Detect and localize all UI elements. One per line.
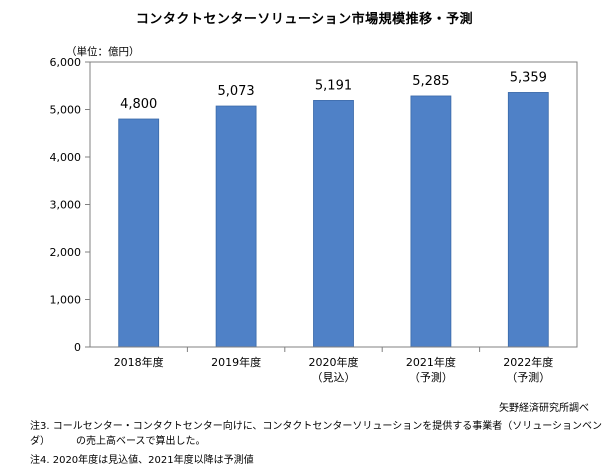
- chart-title: コンタクトセンターソリューション市場規模推移・予測: [135, 12, 474, 27]
- y-tick-label: 0: [74, 341, 81, 354]
- y-tick-label: 3,000: [50, 199, 82, 212]
- note-3-continued: の売上高ベースで算出した。: [76, 436, 206, 447]
- x-tick-label: 2022年度: [503, 355, 553, 369]
- y-tick-label: 6,000: [50, 56, 82, 69]
- bar: [118, 118, 160, 348]
- data-label: 5,359: [510, 70, 547, 85]
- unit-label: （単位：億円）: [66, 46, 140, 58]
- bars: [118, 92, 549, 348]
- note-4: 注4. 2020年度は見込値、2021年度以降は予測値: [30, 455, 254, 466]
- data-label: 5,073: [217, 84, 254, 99]
- x-tick-sublabel: （予測）: [409, 370, 453, 384]
- y-tick-label: 5,000: [50, 104, 82, 117]
- note-3: 注3. コールセンター・コンタクトセンター向けに、コンタクトセンターソリューショ…: [30, 421, 603, 447]
- data-label: 5,191: [315, 78, 352, 93]
- x-tick-label: 2020年度: [309, 355, 359, 369]
- source-note: 矢野経済研究所調べ: [499, 403, 589, 414]
- value-labels: 4,800 5,073 5,191 5,285 5,359: [120, 70, 547, 112]
- plot-frame: [89, 61, 578, 348]
- y-axis-ticks: 0 1,000 2,000 3,000 4,000 5,000 6,000: [50, 56, 90, 354]
- bar: [215, 105, 257, 348]
- y-tick-label: 2,000: [50, 246, 82, 259]
- bar-chart: 0 1,000 2,000 3,000 4,000 5,000 6,000 4,800 5,0…: [50, 56, 578, 384]
- x-tick-sublabel: （見込）: [312, 371, 356, 384]
- x-tick-sublabel: （予測）: [506, 370, 550, 384]
- y-tick-label: 4,000: [50, 151, 82, 164]
- bar: [507, 92, 549, 348]
- x-tick-label: 2019年度: [211, 355, 261, 369]
- y-tick-label: 1,000: [50, 294, 82, 307]
- x-tick-label: 2021年度: [406, 355, 456, 369]
- data-label: 5,285: [412, 74, 449, 89]
- x-tick-label: 2018年度: [114, 355, 164, 369]
- data-label: 4,800: [120, 97, 157, 112]
- bar: [410, 95, 452, 348]
- x-axis-labels: 2018年度 2019年度 2020年度（見込）2021年度（予測）2022年度（予…: [114, 347, 553, 384]
- bar: [313, 100, 354, 348]
